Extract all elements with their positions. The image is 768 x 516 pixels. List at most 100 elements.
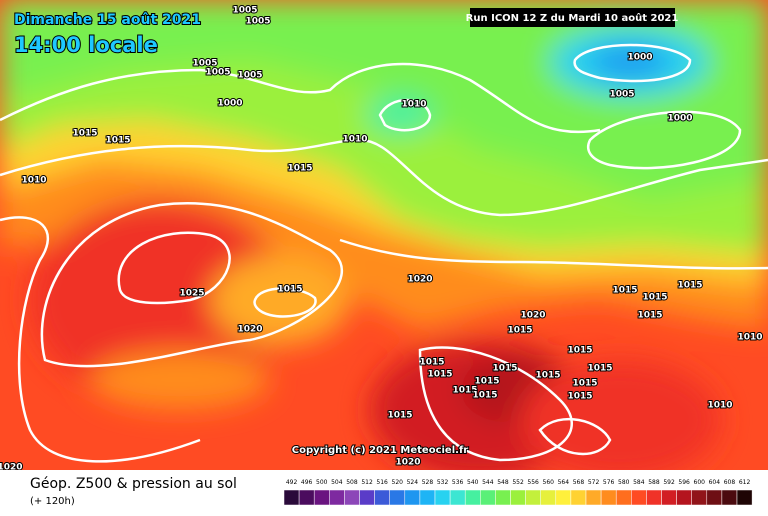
legend-label: 496 xyxy=(301,479,313,486)
legend-swatch xyxy=(359,489,375,506)
legend-label: 572 xyxy=(588,479,600,486)
legend-label: 604 xyxy=(709,479,721,486)
forecast-date: Dimanche 15 août 2021 xyxy=(14,12,201,28)
legend-swatch xyxy=(736,489,753,506)
legend-label: 528 xyxy=(422,479,434,486)
legend-label: 612 xyxy=(739,479,751,486)
forecast-time: 14:00 locale xyxy=(14,33,158,57)
height-field xyxy=(0,0,768,480)
run-box xyxy=(470,8,675,27)
legend-label: 508 xyxy=(346,479,358,486)
legend-label: 492 xyxy=(286,479,298,486)
isobar-label: 1015 xyxy=(427,370,452,380)
legend-swatch xyxy=(540,489,557,506)
legend-swatch xyxy=(570,489,587,506)
legend-swatch xyxy=(283,489,300,506)
isobar-label: 1015 xyxy=(572,379,597,389)
legend-label: 504 xyxy=(331,479,343,486)
legend-swatch xyxy=(480,489,496,506)
legend-swatch xyxy=(298,489,315,506)
isobar-label: 1020 xyxy=(520,311,545,321)
isobar-label: 1005 xyxy=(237,71,262,81)
isobar-label: 1015 xyxy=(492,364,517,374)
legend-label: 532 xyxy=(437,479,449,486)
isobar-label: 1005 xyxy=(609,90,634,100)
legend-label: 584 xyxy=(633,479,645,486)
legend-swatch xyxy=(464,489,481,506)
isobar-label: 1010 xyxy=(737,333,762,343)
isobar-label: 1010 xyxy=(21,176,46,186)
legend-label: 576 xyxy=(603,479,615,486)
legend-swatch xyxy=(676,489,692,506)
isobar-label: 1015 xyxy=(287,164,312,174)
isobar-label: 1015 xyxy=(387,411,412,421)
legend-label: 544 xyxy=(482,479,494,486)
isobars xyxy=(0,43,768,463)
legend-swatch xyxy=(721,489,738,506)
isobar-label: 1015 xyxy=(72,129,97,139)
legend-label: 564 xyxy=(558,479,570,486)
legend-swatch xyxy=(419,489,436,506)
isobar-label: 1015 xyxy=(637,311,662,321)
legend-swatch xyxy=(555,489,572,506)
isobar-label: 1005 xyxy=(245,17,270,27)
legend-swatch xyxy=(525,489,541,506)
legend-label: 592 xyxy=(663,479,675,486)
legend-label: 588 xyxy=(648,479,660,486)
isobar-label: 1015 xyxy=(535,371,560,381)
legend-swatch xyxy=(404,489,421,506)
legend-label: 596 xyxy=(678,479,690,486)
isobar-label: 1005 xyxy=(192,59,217,69)
isobar-label: 1005 xyxy=(232,6,257,16)
isobar-label: 1010 xyxy=(342,135,367,145)
legend-swatch xyxy=(434,489,451,506)
legend-label: 500 xyxy=(316,479,328,486)
legend-swatch xyxy=(495,489,511,506)
legend-label: 524 xyxy=(407,479,419,486)
legend-label: 536 xyxy=(452,479,464,486)
isobar-label: 1015 xyxy=(567,346,592,356)
legend-label: 552 xyxy=(512,479,524,486)
legend-label: 556 xyxy=(527,479,539,486)
legend-label: 608 xyxy=(724,479,736,486)
legend-label: 548 xyxy=(497,479,509,486)
isobar-label: 1000 xyxy=(627,53,652,63)
legend: 492 496 500 504 508 512 516 520 524 528 532 536 540 5… xyxy=(283,479,753,506)
isobar-label: 1015 xyxy=(677,281,702,291)
isobar-label: 1015 xyxy=(419,358,444,368)
isobar-label: 1020 xyxy=(395,458,420,468)
footer-lead: (+ 120h) xyxy=(30,496,75,507)
isobar-label: 1015 xyxy=(277,285,302,295)
legend-swatch xyxy=(646,489,662,506)
isobar-label: 1010 xyxy=(401,100,426,110)
isobar-label: 1010 xyxy=(707,401,732,411)
legend-label: 560 xyxy=(543,479,555,486)
copyright: Copyright (c) 2021 Meteociel.fr xyxy=(292,445,469,456)
legend-label: 568 xyxy=(573,479,585,486)
isobar-label: 1015 xyxy=(472,391,497,401)
isobar-label: 1015 xyxy=(642,293,667,303)
legend-swatch xyxy=(706,489,723,506)
legend-swatch xyxy=(600,489,617,506)
isobar-label: 1015 xyxy=(105,136,130,146)
legend-swatch xyxy=(615,489,632,506)
isobar-label: 1020 xyxy=(237,325,262,335)
isobar-label: 1015 xyxy=(612,286,637,296)
legend-swatch xyxy=(510,489,526,506)
isobar-label: 1015 xyxy=(507,326,532,336)
legend-label: 540 xyxy=(467,479,479,486)
legend-label: 512 xyxy=(361,479,373,486)
legend-swatch xyxy=(449,489,466,506)
legend-label: 580 xyxy=(618,479,630,486)
legend-label: 600 xyxy=(694,479,706,486)
isobar-label: 1025 xyxy=(179,289,204,299)
legend-swatch xyxy=(691,489,708,506)
isobar-label: 1015 xyxy=(587,364,612,374)
legend-label: 520 xyxy=(392,479,404,486)
legend-swatch xyxy=(344,489,360,506)
isobar-label: 1005 xyxy=(205,68,230,78)
isobar-label: 1015 xyxy=(452,386,477,396)
